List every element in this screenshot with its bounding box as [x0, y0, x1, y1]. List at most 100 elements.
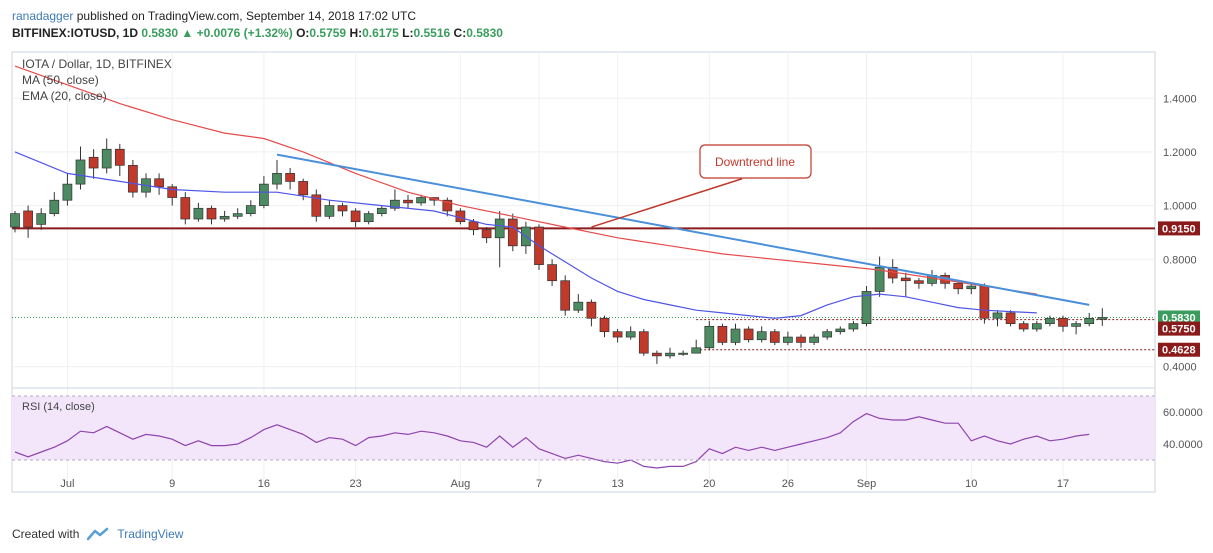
tradingview-link[interactable]: TradingView: [117, 527, 184, 541]
candle: [481, 229, 492, 239]
candle: [769, 331, 780, 343]
candle: [1097, 317, 1108, 320]
candle: [730, 328, 741, 343]
price-change: +0.0076 (+1.32%): [196, 26, 293, 40]
tradingview-logo-icon: [87, 527, 109, 541]
annotation-box: [699, 144, 812, 179]
price-tick-label: 1.2000: [1163, 147, 1197, 159]
candle: [337, 205, 348, 212]
price-label-text: 0.5750: [1162, 324, 1196, 336]
legend-title: IOTA / Dollar, 1D, BITFINEX: [22, 57, 172, 71]
high-label: H:: [349, 26, 363, 40]
time-tick-label: 10: [965, 478, 977, 490]
candle: [914, 280, 924, 284]
candle: [1084, 317, 1095, 324]
time-axis: Jul 9 16 23 Aug 7 13 20 26 Sep 10 17: [60, 478, 1069, 490]
footer: Created with TradingView: [12, 527, 183, 541]
candle: [1005, 312, 1016, 324]
price-label-text: 0.9150: [1162, 223, 1196, 235]
candle: [206, 207, 217, 220]
open-label: O:: [296, 26, 310, 40]
rsi-axis: 60.0000 40.0000: [12, 395, 1203, 461]
candle: [49, 199, 60, 214]
legend-ema: EMA (20, close): [22, 89, 107, 103]
candle: [350, 210, 361, 223]
price-label-box: [1158, 321, 1200, 336]
candle: [1045, 317, 1055, 324]
candle: [75, 159, 86, 185]
candle: [835, 328, 846, 333]
candle: [625, 331, 636, 338]
price-tick-label: 1.4000: [1163, 93, 1197, 105]
candle: [36, 213, 47, 225]
candle: [128, 164, 138, 193]
candle: [403, 199, 413, 204]
price-label-text: 0.5830: [1162, 312, 1196, 324]
candle: [992, 312, 1003, 319]
annotation-callout: Downtrend line: [699, 144, 812, 179]
candle: [507, 218, 518, 247]
candle: [717, 325, 728, 343]
candle: [822, 331, 833, 338]
candle: [468, 221, 479, 231]
candle: [154, 178, 164, 188]
candle: [23, 210, 33, 228]
price-label-box: [1158, 221, 1200, 236]
candle: [324, 205, 335, 217]
time-tick-label: 23: [349, 478, 361, 490]
time-tick-label: 13: [611, 478, 623, 490]
candle: [62, 183, 73, 201]
candle: [494, 218, 505, 239]
candle: [783, 336, 793, 343]
candle: [809, 336, 819, 343]
candle: [638, 331, 649, 354]
candle: [245, 205, 256, 214]
time-tick-label: Aug: [451, 478, 471, 490]
price-tick-label: 1.0000: [1163, 201, 1197, 213]
price-chart[interactable]: Downtrend line 1.40001.20001.00000.80000…: [0, 44, 1213, 494]
candle: [1031, 323, 1042, 330]
time-tick-label: 17: [1057, 478, 1069, 490]
legend-rsi: RSI (14, close): [22, 401, 95, 413]
rsi-line: [14, 412, 1090, 469]
candle: [416, 197, 426, 204]
candle: [979, 285, 990, 319]
candle: [612, 331, 623, 338]
candle: [1058, 317, 1068, 327]
symbol-label: BITFINEX:IOTUSD, 1D: [12, 26, 139, 40]
high-value: 0.6175: [362, 26, 399, 40]
time-tick-label: Jul: [60, 478, 74, 490]
candle: [193, 207, 204, 220]
candle: [10, 213, 20, 228]
published-text: published on TradingView.com, September …: [76, 9, 417, 23]
annotation-text: Downtrend line: [715, 155, 795, 169]
price-label-box: [1158, 342, 1200, 357]
legend-ma: MA (50, close): [22, 73, 99, 87]
candle: [363, 213, 374, 223]
candle: [848, 323, 859, 330]
ma50-line: [14, 65, 1037, 295]
candle: [573, 301, 584, 311]
candle: [272, 173, 282, 185]
candle: [665, 352, 675, 357]
support-lines: [12, 227, 1155, 351]
rsi-tick-label: 40.0000: [1163, 439, 1203, 451]
candle: [586, 301, 597, 319]
price-label-text: 0.4628: [1162, 345, 1196, 357]
candle: [756, 331, 767, 341]
price-label-box: [1158, 310, 1200, 325]
author-link[interactable]: ranadagger: [12, 9, 74, 23]
time-tick-label: 26: [782, 478, 794, 490]
candle: [966, 285, 977, 290]
time-tick-label: 7: [536, 478, 542, 490]
candle: [900, 277, 911, 282]
price-tick-label: 0.4000: [1163, 362, 1197, 374]
rsi-tick-label: 60.0000: [1163, 407, 1203, 419]
candle: [232, 213, 243, 217]
candle: [874, 266, 885, 292]
candle: [219, 215, 230, 220]
legend: IOTA / Dollar, 1D, BITFINEX MA (50, clos…: [22, 57, 172, 413]
rsi-band: [12, 396, 1155, 460]
close-value: 0.5830: [466, 26, 503, 40]
ema20-line: [14, 151, 1037, 319]
